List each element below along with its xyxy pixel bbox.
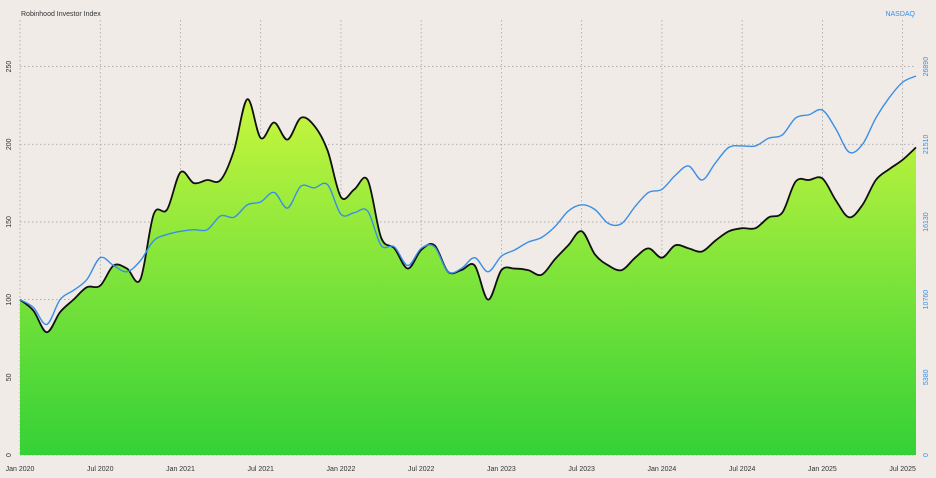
area-fill	[20, 99, 916, 455]
y2-tick-label: 16130	[923, 212, 930, 232]
y2-tick-label: 10760	[923, 290, 930, 310]
x-tick-label: Jul 2020	[87, 466, 114, 473]
x-tick-label: Jul 2024	[729, 466, 756, 473]
x-tick-label: Jul 2022	[408, 466, 435, 473]
y-tick-label: 200	[6, 138, 13, 150]
x-tick-label: Jan 2020	[6, 466, 35, 473]
x-tick-label: Jul 2025	[889, 466, 916, 473]
x-tick-label: Jul 2023	[568, 466, 595, 473]
y-tick-label: 50	[6, 373, 13, 381]
x-tick-label: Jul 2021	[247, 466, 274, 473]
y-tick-label: 100	[6, 294, 13, 306]
y2-tick-label: 5380	[923, 369, 930, 385]
x-tick-label: Jan 2025	[808, 466, 837, 473]
y2-tick-label: 26890	[923, 57, 930, 77]
y2-tick-label: 0	[923, 453, 930, 457]
y-tick-label: 150	[6, 216, 13, 228]
x-tick-label: Jan 2024	[648, 466, 677, 473]
x-tick-label: Jan 2021	[166, 466, 195, 473]
y-tick-label: 250	[6, 61, 13, 73]
x-tick-label: Jan 2023	[487, 466, 516, 473]
legend-right: NASDAQ	[885, 11, 915, 18]
x-tick-label: Jan 2022	[327, 466, 356, 473]
series-line	[19, 98, 917, 334]
y2-tick-label: 21510	[923, 135, 930, 155]
legend-left: Robinhood Investor Index	[21, 11, 101, 18]
series-line	[19, 75, 917, 326]
y-tick-label: 0	[6, 453, 13, 457]
